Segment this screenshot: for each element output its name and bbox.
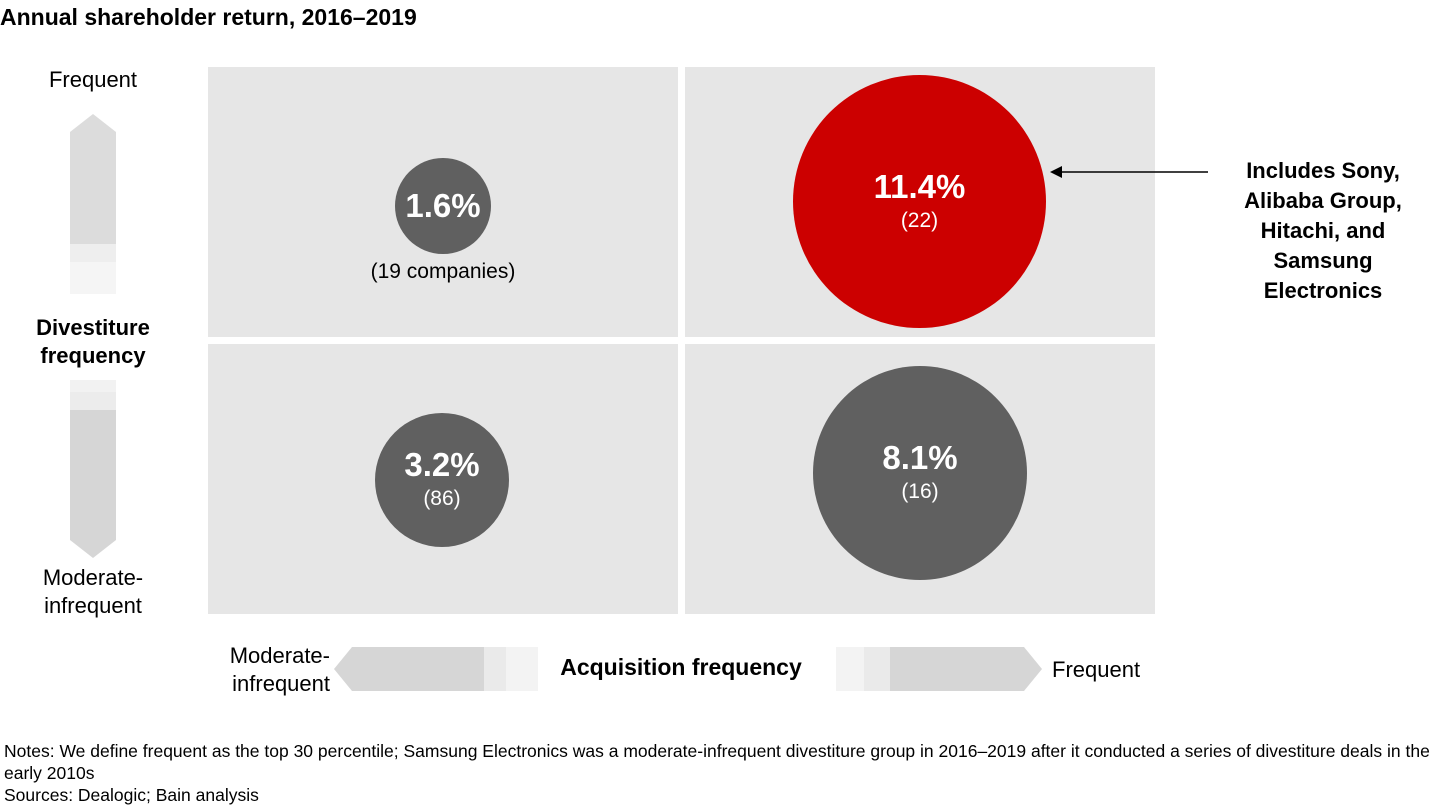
- x-axis-left-label: Moderate- infrequent: [196, 642, 330, 698]
- x-axis-left-line1: Moderate-: [229, 643, 330, 668]
- bubble-bottom-right-value: 8.1%: [882, 439, 958, 477]
- bubble-bottom-right: 8.1% (16): [813, 366, 1027, 580]
- y-axis-bottom-line2: infrequent: [44, 593, 142, 618]
- notes-text: Notes: We define frequent as the top 30 …: [4, 741, 1430, 783]
- x-axis-title: Acquisition frequency: [560, 654, 802, 680]
- bubble-bottom-left: 3.2% (86): [375, 413, 509, 547]
- y-axis-top-label: Frequent: [48, 67, 138, 92]
- callout-line: Alibaba Group,: [1244, 188, 1402, 213]
- y-axis-title-line2: frequency: [40, 343, 146, 368]
- y-axis-down-arrow: [70, 380, 116, 558]
- callout-line: Electronics: [1263, 278, 1383, 303]
- x-axis-left-line2: infrequent: [232, 671, 330, 696]
- callout-line: Samsung: [1273, 248, 1373, 273]
- bubble-top-left-value: 1.6%: [405, 187, 481, 225]
- y-axis-title-line1: Divestiture: [36, 315, 150, 340]
- y-axis-bottom-label: Moderate- infrequent: [13, 564, 173, 620]
- chart-title: Annual shareholder return, 2016–2019: [0, 4, 417, 30]
- bubble-bottom-left-count: (86): [423, 487, 461, 511]
- sources-text: Sources: Dealogic; Bain analysis: [4, 785, 259, 805]
- bubble-bottom-right-count: (16): [901, 480, 939, 504]
- x-axis-right-arrow: [836, 647, 1042, 691]
- notes: Notes: We define frequent as the top 30 …: [4, 740, 1440, 806]
- bubble-top-right-value: 11.4%: [873, 167, 966, 205]
- bubble-top-right-count: (22): [900, 208, 939, 232]
- bubble-top-right: 11.4% (22): [793, 75, 1046, 328]
- callout-line: Includes Sony,: [1246, 158, 1400, 183]
- x-axis-left-arrow: [334, 647, 538, 691]
- x-axis-right-label: Frequent: [1052, 657, 1141, 682]
- bubble-top-left: 1.6%: [395, 158, 491, 254]
- callout-arrow: [1050, 166, 1208, 178]
- callout-text: Includes Sony, Alibaba Group, Hitachi, a…: [1218, 156, 1428, 306]
- y-axis-up-arrow: [70, 114, 116, 294]
- bubble-top-left-count: (19 companies): [370, 260, 516, 283]
- y-axis-title: Divestiture frequency: [13, 314, 173, 370]
- y-axis-bottom-line1: Moderate-: [42, 565, 144, 590]
- bubble-bottom-left-value: 3.2%: [404, 446, 480, 484]
- callout-line: Hitachi, and: [1260, 218, 1386, 243]
